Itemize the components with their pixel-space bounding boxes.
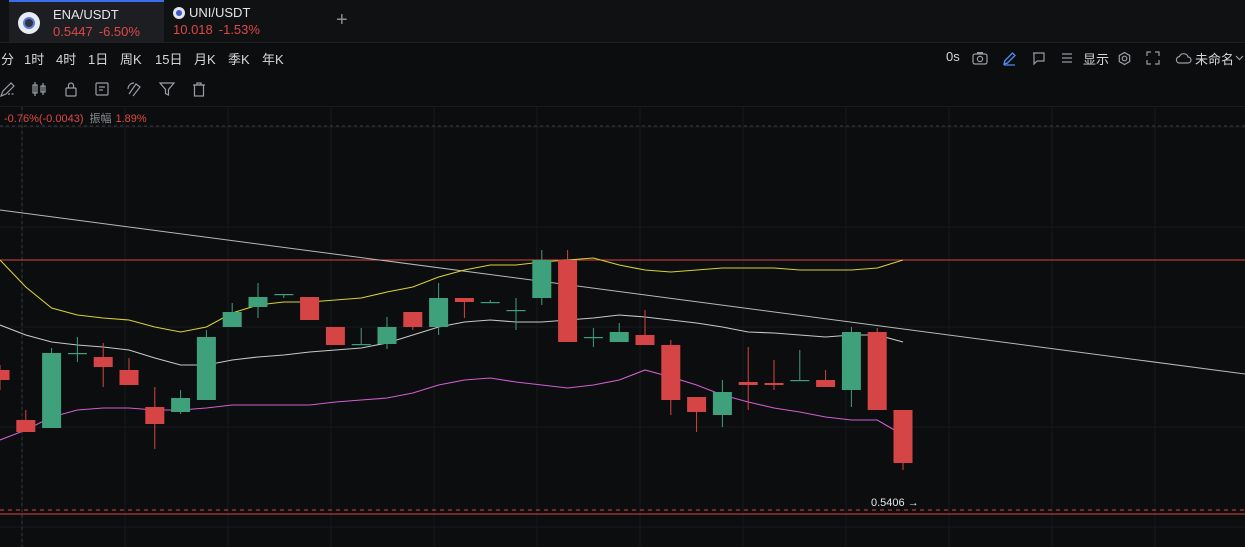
- candle-body: [712, 392, 732, 415]
- candle-body: [42, 353, 62, 428]
- candle-body: [222, 312, 242, 327]
- tab-change: -1.53%: [218, 22, 260, 37]
- amplitude-value: 1.89%: [115, 113, 147, 125]
- candle-body: [119, 370, 139, 385]
- last-price-label: 0.5406 →: [871, 497, 919, 509]
- trendline: [0, 209, 1245, 375]
- ena-coin-icon: [18, 12, 40, 34]
- candle-body: [171, 398, 191, 412]
- candle-body: [248, 297, 268, 307]
- candle-body: [0, 370, 10, 380]
- candle-body: [635, 335, 655, 345]
- countdown: 0s: [946, 49, 960, 64]
- layout-name[interactable]: 未命名: [1195, 52, 1235, 67]
- candle-body: [454, 298, 474, 302]
- magnet-icon[interactable]: [126, 81, 142, 97]
- tab-change: -6.50%: [98, 24, 140, 39]
- amplitude-label: 振幅: [89, 113, 112, 125]
- candle-body: [661, 345, 681, 400]
- candle-body: [403, 312, 423, 327]
- change-value: -0.76%(-0.0043): [4, 113, 84, 125]
- candle-body: [841, 332, 861, 390]
- candle-body: [532, 260, 552, 298]
- candle-body: [377, 327, 397, 344]
- gear-icon[interactable]: [1117, 51, 1132, 66]
- candle-body: [558, 260, 578, 342]
- candle-body: [790, 380, 810, 382]
- tab-price: 0.5447: [53, 24, 93, 39]
- timeframe-4h[interactable]: 4时: [56, 52, 77, 67]
- timeframe-toolbar: 分 1时 4时 1日 周K 15日 月K 季K 年K 0s 显示 未命名: [0, 43, 1245, 73]
- candle-body: [867, 332, 887, 410]
- candle-body: [764, 383, 784, 385]
- drawing-pen-icon[interactable]: [0, 81, 16, 97]
- candle-body: [480, 302, 500, 304]
- lock-icon[interactable]: [63, 81, 79, 97]
- timeframe-1d[interactable]: 1日: [88, 52, 109, 67]
- candle-body: [67, 353, 87, 355]
- timeframe-1h[interactable]: 1时: [24, 52, 45, 67]
- pen-icon[interactable]: [1002, 51, 1017, 66]
- display-button[interactable]: 显示: [1083, 52, 1110, 67]
- candle-body: [429, 298, 449, 327]
- price-chart[interactable]: -0.76%(-0.0043) 振幅 1.89% 0.5406 →: [0, 107, 1245, 547]
- candle-body: [506, 310, 526, 312]
- list-icon[interactable]: [1060, 51, 1074, 65]
- timeframe-season[interactable]: 季K: [228, 52, 250, 67]
- trash-icon[interactable]: [191, 81, 207, 97]
- candle-body: [196, 337, 216, 400]
- filter-icon[interactable]: [159, 81, 175, 97]
- candle-body: [93, 357, 113, 367]
- tab-symbol: ENA/USDT: [53, 7, 119, 22]
- candle-body: [274, 294, 294, 296]
- timeframe-minute[interactable]: 分: [1, 52, 15, 67]
- candlestick-icon[interactable]: [31, 81, 47, 97]
- candle-body: [351, 344, 371, 346]
- cloud-icon[interactable]: [1175, 52, 1192, 64]
- candle-body: [583, 337, 603, 339]
- candle-body: [893, 410, 913, 463]
- tab-price-row: 10.018 -1.53%: [173, 21, 314, 39]
- candle-body: [816, 380, 836, 387]
- bollinger-middle: [0, 314, 904, 366]
- timeframe-week[interactable]: 周K: [120, 52, 142, 67]
- timeframe-year[interactable]: 年K: [262, 52, 284, 67]
- candle-body: [609, 332, 629, 342]
- timeframe-15d[interactable]: 15日: [155, 52, 183, 67]
- chart-canvas[interactable]: [0, 107, 1245, 547]
- candle-body: [325, 327, 345, 345]
- note-icon[interactable]: [94, 81, 110, 97]
- tab-ena-usdt[interactable]: ENA/USDT 0.5447 -6.50%: [9, 0, 164, 42]
- tab-price: 10.018: [173, 22, 213, 37]
- tab-symbol: UNI/USDT: [189, 5, 251, 20]
- ohlc-info-line: -0.76%(-0.0043) 振幅 1.89%: [4, 110, 147, 126]
- candle-body: [145, 407, 165, 424]
- drawing-toolbar: [0, 76, 1245, 107]
- tab-price-row: 0.5447 -6.50%: [53, 23, 164, 41]
- candle-body: [687, 397, 707, 412]
- tab-bar: ENA/USDT 0.5447 -6.50% UNI/USDT 10.018 -1.…: [0, 0, 1245, 43]
- candle-body: [738, 382, 758, 385]
- camera-icon[interactable]: [972, 51, 988, 65]
- add-tab-button[interactable]: +: [336, 9, 348, 31]
- uni-coin-icon: [173, 7, 185, 19]
- candle-body: [16, 420, 36, 432]
- candle-body: [300, 297, 320, 320]
- fullscreen-icon[interactable]: [1146, 51, 1160, 65]
- timeframe-month[interactable]: 月K: [194, 52, 216, 67]
- crop-icon[interactable]: [1031, 51, 1046, 66]
- bollinger-upper: [0, 257, 904, 333]
- tab-uni-usdt[interactable]: UNI/USDT 10.018 -1.53%: [164, 0, 314, 42]
- chevron-down-icon[interactable]: [1235, 55, 1244, 61]
